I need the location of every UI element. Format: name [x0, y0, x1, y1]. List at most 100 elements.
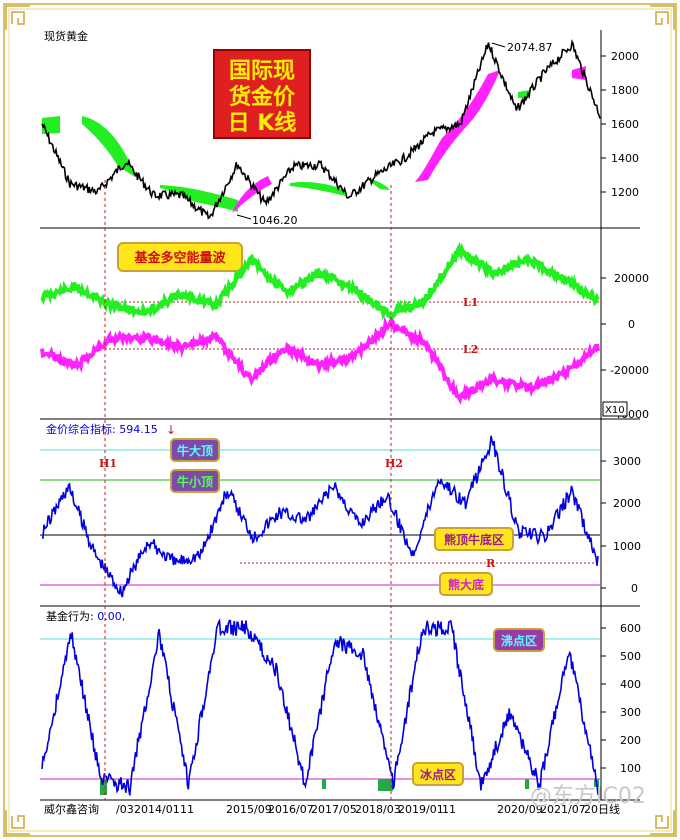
behavior-tick-label: 200: [620, 734, 641, 747]
bear-bottom-badge-text: 熊大底: [448, 577, 484, 592]
app-title: 现货黄金: [44, 29, 88, 43]
price-tick-label: 1800: [611, 84, 639, 97]
behavior-tick-label: 600: [620, 622, 641, 635]
fund-behavior-line: [41, 618, 599, 796]
low-price-label: 1046.20: [252, 214, 298, 227]
corner-ornament-tr: [650, 5, 675, 30]
ice-badge: 冰点区: [412, 762, 464, 786]
energy-badge-bg: [117, 242, 243, 272]
corner-ornament-bl: [5, 810, 30, 835]
price-line: [41, 39, 601, 220]
composite-y-axis: 3000 2000 1000 0: [601, 455, 641, 595]
boil-badge-text: 沸点区: [501, 633, 537, 648]
energy-y-axis: 20000 0 -20000 -40000: [601, 272, 649, 421]
composite-tick-label: 3000: [613, 455, 641, 468]
bear-bull-badge: 熊顶牛底区: [434, 527, 514, 551]
date-tick: 11: [180, 803, 194, 816]
composite-index-name: 金价综合指标:: [46, 422, 119, 436]
green-cloud-5: [368, 178, 390, 190]
behavior-tick-label: 500: [620, 650, 641, 663]
banner-line-1: 国际现: [229, 59, 295, 84]
bull-top-badge-bg: [170, 438, 220, 462]
date-tick: 2016/07: [268, 803, 314, 816]
fund-behavior-title: 基金行为: 0.00,: [46, 609, 125, 623]
behavior-tick-label: 400: [620, 678, 641, 691]
ice-fill: [378, 779, 393, 791]
ice-badge-bg: [412, 762, 464, 786]
magenta-energy-line: [40, 316, 600, 405]
green-energy-line: [40, 241, 600, 321]
price-tick-label: 2000: [611, 50, 639, 63]
date-tick: 2015/09: [226, 803, 272, 816]
composite-index-title: 金价综合指标: 594.15: [46, 422, 158, 436]
price-tick-label: 1600: [611, 118, 639, 131]
bull-small-badge-text: 牛小顶: [177, 474, 213, 489]
bear-bull-badge-text: 熊顶牛底区: [444, 532, 504, 547]
date-tick: 11: [442, 803, 456, 816]
r-label: R: [486, 557, 496, 570]
price-clouds: [42, 66, 586, 213]
banner: 国际现 货金价 日 K线: [213, 49, 311, 139]
scale-tag: X10: [605, 405, 625, 416]
corner-ornament-tl: [5, 5, 30, 30]
energy-tick-label: 0: [628, 318, 635, 331]
l2-label: L2: [463, 343, 478, 356]
magenta-cloud-1: [232, 176, 272, 213]
magenta-cloud-2: [415, 70, 500, 182]
low-pointer: [236, 214, 252, 220]
ice-zone-fills: [100, 779, 599, 795]
price-tick-label: 1200: [611, 186, 639, 199]
green-cloud-3: [160, 185, 238, 212]
h1-label: H1: [99, 457, 117, 470]
frame-border: [3, 3, 677, 837]
bull-top-badge-text: 牛大顶: [177, 443, 213, 458]
peak-price-label: 2074.87: [507, 41, 553, 54]
green-cloud-4: [290, 181, 345, 196]
energy-badge: 基金多空能量波: [117, 242, 243, 272]
scale-tag-box: [602, 401, 628, 417]
date-tick: 2019/01: [398, 803, 444, 816]
corner-ornament-br: [650, 810, 675, 835]
behavior-y-axis: 600 500 400 300 200 100: [601, 622, 641, 775]
bull-small-badge: 牛小顶: [170, 469, 220, 493]
date-tick: 2014/01: [134, 803, 180, 816]
peak-pointer: [491, 42, 506, 48]
energy-tick-label: -20000: [610, 364, 649, 377]
composite-tick-label: 2000: [613, 497, 641, 510]
ice-fill: [100, 779, 107, 795]
date-tick: 2021/07: [540, 803, 586, 816]
bull-small-badge-bg: [170, 469, 220, 493]
down-arrow-icon: ↓: [166, 423, 176, 437]
watermark: @东方IC02: [530, 784, 646, 809]
x-axis: 威尔鑫咨询 /03 2014/01 11 2015/09 2016/07 201…: [44, 802, 620, 816]
composite-tick-label: 1000: [613, 540, 641, 553]
fund-behavior-value: 0.00,: [97, 610, 125, 623]
frame-inner-border: [8, 8, 672, 832]
green-cloud-1: [42, 116, 60, 134]
bear-bottom-badge: 熊大底: [439, 572, 493, 596]
ice-fill: [525, 779, 529, 789]
banner-line-2: 货金价: [229, 84, 296, 110]
ice-badge-text: 冰点区: [420, 767, 456, 782]
date-tick: 2018/03: [355, 803, 401, 816]
energy-tick-label: 20000: [614, 272, 649, 285]
behavior-tick-label: 100: [620, 762, 641, 775]
vendor-label: 威尔鑫咨询: [44, 802, 99, 816]
h2-label: H2: [385, 457, 403, 470]
composite-index-line: [41, 435, 599, 598]
banner-line-3: 日 K线: [228, 110, 297, 136]
behavior-tick-label: 300: [620, 706, 641, 719]
bull-top-badge: 牛大顶: [170, 438, 220, 462]
composite-tick-label: 0: [631, 582, 638, 595]
bear-bull-badge-bg: [434, 527, 514, 551]
green-cloud-2: [82, 116, 135, 177]
bear-bottom-badge-bg: [439, 572, 493, 596]
composite-index-value: 594.15: [119, 423, 158, 436]
date-tick: /03: [116, 803, 134, 816]
l1-label: L1: [463, 296, 478, 309]
date-tick: 2017/05: [311, 803, 357, 816]
date-tick: 20日线: [584, 802, 620, 816]
boil-badge: 沸点区: [493, 628, 545, 652]
energy-badge-text: 基金多空能量波: [133, 250, 226, 266]
